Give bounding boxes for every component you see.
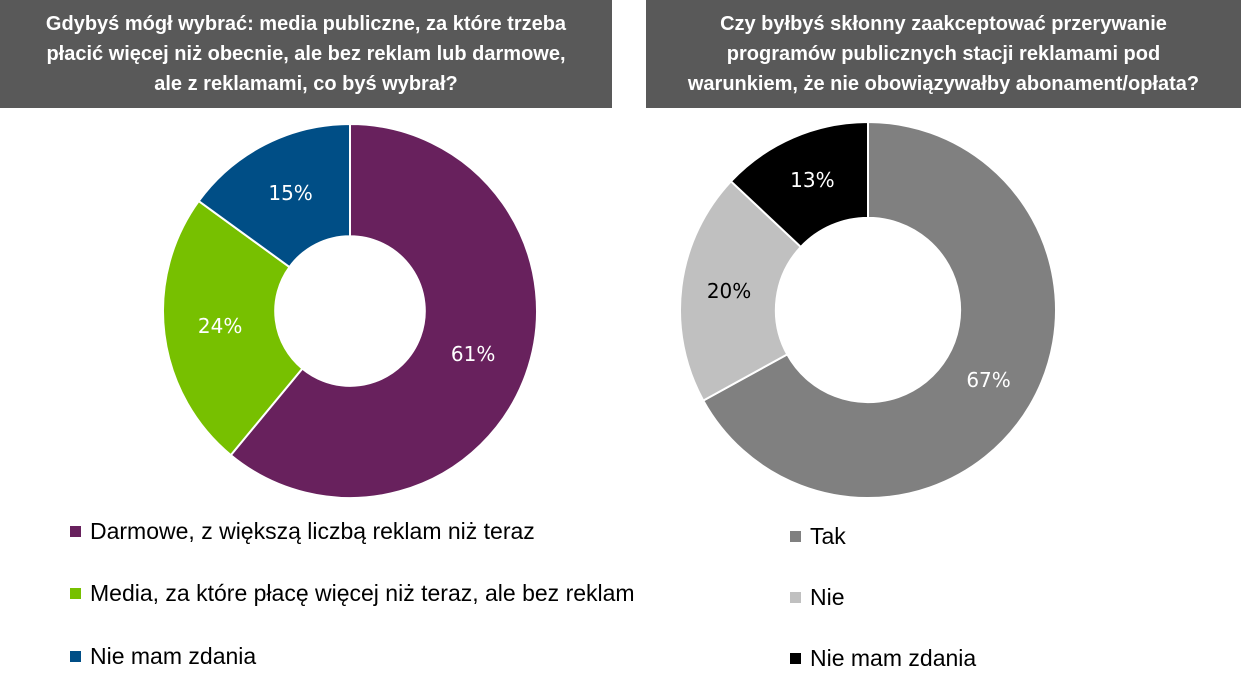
donut-slice — [701, 120, 1057, 499]
chart-title-right-line-3: warunkiem, że nie obowiązywałby abonamen… — [687, 73, 1200, 95]
donut-chart-right: 67% 20% 13% — [679, 120, 1057, 499]
legend-swatch — [790, 653, 801, 664]
chart-title-right: Czy byłbyś skłonny zaakceptować przerywa… — [646, 0, 1241, 108]
chart-title-left-line-1: Gdybyś mógł wybrać: media publiczne, za … — [45, 13, 567, 35]
donut-slice — [197, 122, 351, 269]
slice-value-label: 15% — [268, 181, 312, 205]
slice-value-label: 61% — [451, 342, 495, 366]
legend-item-left-1: Media, za które płacę więcej niż teraz, … — [70, 580, 635, 607]
legend-swatch — [790, 592, 801, 603]
donut-slice — [162, 199, 304, 457]
chart-title-left-line-2: płacić więcej niż obecnie, ale bez rekla… — [46, 43, 566, 65]
donut-chart-left: 61% 24% 15% — [162, 122, 538, 499]
legend-item-right-2: Nie mam zdania — [790, 645, 976, 672]
legend-label: Tak — [810, 523, 846, 549]
legend-item-left-2: Nie mam zdania — [70, 643, 256, 670]
chart-title-right-line-2: programów publicznych stacji reklamami p… — [726, 43, 1161, 65]
legend-swatch — [70, 651, 81, 662]
slice-value-label: 67% — [966, 368, 1010, 392]
legend-item-right-0: Tak — [790, 523, 846, 550]
chart-title-right-line-1: Czy byłbyś skłonny zaakceptować przerywa… — [720, 13, 1167, 35]
chart-title-left: Gdybyś mógł wybrać: media publiczne, za … — [0, 0, 612, 108]
legend-label: Nie mam zdania — [90, 643, 257, 669]
legend-label: Media, za które płacę więcej niż teraz, … — [90, 580, 635, 606]
slice-value-label: 24% — [198, 314, 242, 338]
slice-value-label: 13% — [790, 168, 834, 192]
legend-item-right-1: Nie — [790, 584, 845, 611]
legend-item-left-0: Darmowe, z większą liczbą reklam niż ter… — [70, 518, 535, 545]
donut-slice — [729, 120, 869, 249]
legend-swatch — [790, 531, 801, 542]
legend-label: Nie — [810, 584, 845, 610]
legend-swatch — [70, 526, 81, 537]
donut-slice — [679, 179, 803, 402]
legend-label: Darmowe, z większą liczbą reklam niż ter… — [90, 518, 535, 544]
legend-label: Nie mam zdania — [810, 645, 977, 671]
legend-swatch — [70, 588, 81, 599]
donut-slice — [229, 122, 538, 499]
chart-title-left-line-3: ale z reklamami, co byś wybrał? — [154, 73, 458, 95]
slice-value-label: 20% — [707, 279, 751, 303]
